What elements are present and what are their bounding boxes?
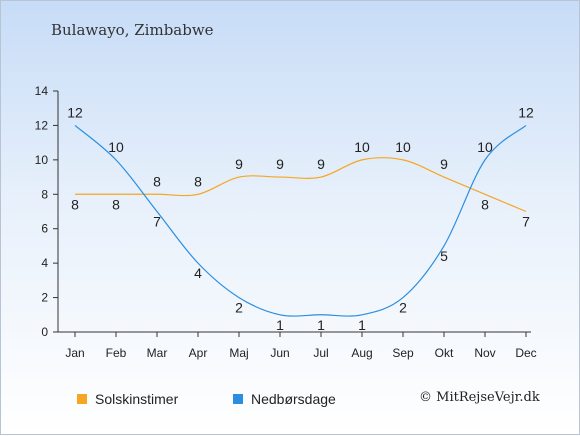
legend-swatch-sunshine [77,394,87,404]
data-label-rain-days: 12 [518,104,534,120]
legend-label-sunshine: Solskinstimer [95,391,179,407]
data-label-rain-days: 1 [317,317,325,333]
data-label-sunshine: 9 [235,156,243,172]
y-tick-label: 4 [41,256,48,270]
y-tick-label: 14 [35,84,49,98]
y-tick-label: 12 [35,118,49,132]
legend-item-rain-days: Nedbørsdage [233,391,336,407]
data-label-sunshine: 8 [153,173,161,189]
copyright-text: © MitRejseVejr.dk [419,390,540,405]
data-label-sunshine: 10 [395,139,411,155]
data-label-sunshine: 9 [317,156,325,172]
series-line-sunshine [75,157,527,213]
data-label-rain-days: 10 [477,139,493,155]
x-tick-label: Sep [392,346,414,360]
data-label-rain-days: 2 [399,300,407,316]
x-tick-label: Maj [229,346,248,360]
legend-swatch-rain-days [233,394,243,404]
data-label-rain-days: 5 [440,248,448,264]
x-tick-label: Jul [313,346,328,360]
y-tick-label: 6 [41,222,48,236]
data-label-rain-days: 7 [153,214,161,230]
data-label-sunshine: 9 [276,156,284,172]
data-label-sunshine: 8 [71,196,79,212]
data-label-rain-days: 1 [358,317,366,333]
data-label-sunshine: 8 [481,196,489,212]
y-tick-label: 8 [41,187,48,201]
data-label-sunshine: 8 [112,196,120,212]
legend-item-sunshine: Solskinstimer [77,391,178,407]
y-tick-label: 2 [41,291,48,305]
data-label-rain-days: 10 [108,139,124,155]
data-label-rain-days: 2 [235,300,243,316]
data-label-sunshine: 9 [440,156,448,172]
legend-label-rain-days: Nedbørsdage [251,391,336,407]
data-label-rain-days: 4 [194,265,202,281]
data-label-rain-days: 1 [276,317,284,333]
chart-title: Bulawayo, Zimbabwe [51,21,214,39]
x-tick-label: Dec [515,346,536,360]
y-tick-label: 10 [35,153,49,167]
x-tick-label: Apr [189,346,208,360]
x-tick-label: Mar [147,346,168,360]
x-tick-label: Okt [435,346,454,360]
x-tick-label: Feb [106,346,127,360]
y-tick-label: 0 [41,325,48,339]
data-label-rain-days: 12 [67,104,83,120]
x-tick-label: Jun [270,346,289,360]
data-label-sunshine: 8 [194,173,202,189]
x-tick-label: Jan [65,346,84,360]
data-label-sunshine: 10 [354,139,370,155]
x-tick-label: Aug [351,346,372,360]
series-line-rain-days [74,124,527,317]
data-label-sunshine: 7 [522,214,530,230]
x-tick-label: Nov [474,346,495,360]
